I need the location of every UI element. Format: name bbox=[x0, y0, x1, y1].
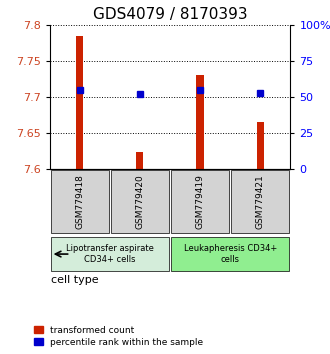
Text: Lipotransfer aspirate
CD34+ cells: Lipotransfer aspirate CD34+ cells bbox=[66, 244, 154, 264]
Text: GSM779418: GSM779418 bbox=[75, 174, 84, 229]
Bar bbox=[136, 153, 144, 169]
Title: GDS4079 / 8170393: GDS4079 / 8170393 bbox=[93, 7, 247, 22]
FancyBboxPatch shape bbox=[171, 170, 229, 233]
Text: GSM779421: GSM779421 bbox=[256, 175, 265, 229]
Bar bbox=[196, 75, 204, 169]
Bar bbox=[257, 122, 264, 169]
FancyBboxPatch shape bbox=[111, 170, 169, 233]
FancyBboxPatch shape bbox=[51, 170, 109, 233]
FancyBboxPatch shape bbox=[51, 237, 169, 271]
Text: GSM779420: GSM779420 bbox=[135, 175, 144, 229]
Bar bbox=[76, 36, 83, 169]
Text: GSM779419: GSM779419 bbox=[196, 174, 205, 229]
Text: cell type: cell type bbox=[51, 275, 98, 285]
Text: Leukapheresis CD34+
cells: Leukapheresis CD34+ cells bbox=[183, 244, 277, 264]
Legend: transformed count, percentile rank within the sample: transformed count, percentile rank withi… bbox=[31, 323, 206, 349]
FancyBboxPatch shape bbox=[231, 170, 289, 233]
FancyBboxPatch shape bbox=[171, 237, 289, 271]
